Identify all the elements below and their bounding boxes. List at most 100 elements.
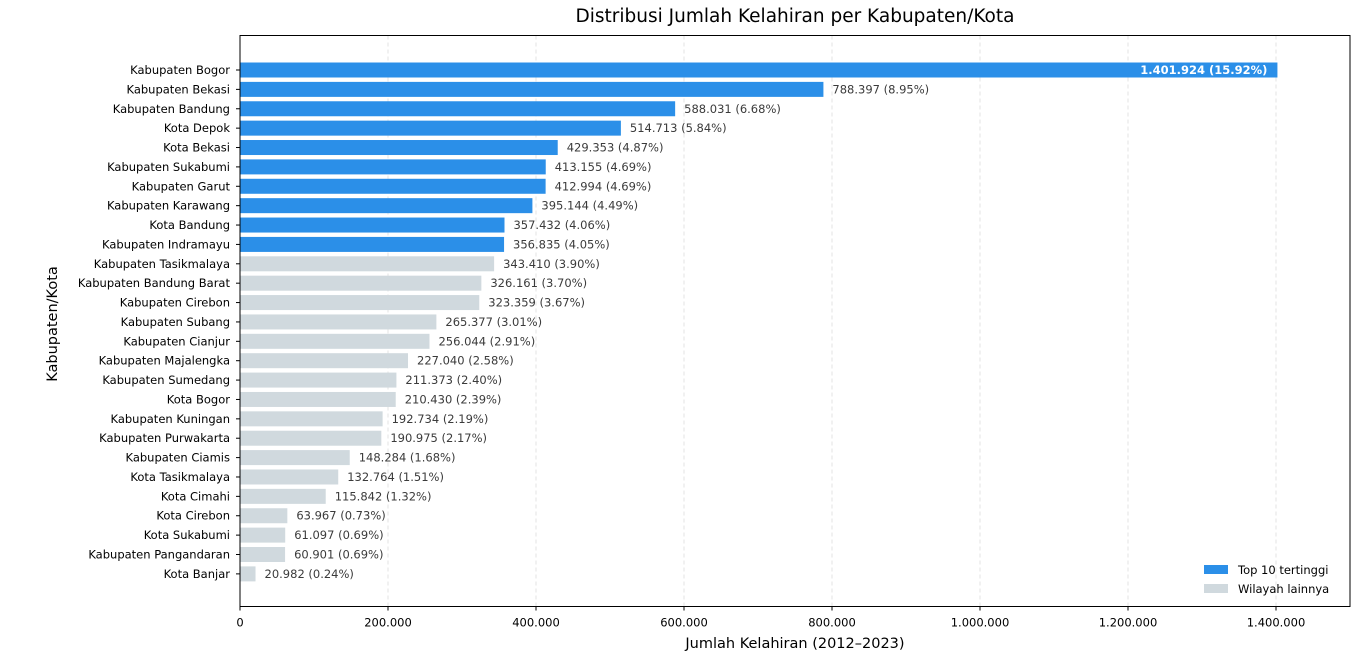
x-tick-label: 1.000.000 [951, 616, 1010, 630]
bar [240, 256, 495, 272]
y-category-label: Kabupaten Bandung Barat [78, 276, 231, 290]
bar [240, 275, 482, 291]
bar [240, 333, 430, 349]
legend-label: Wilayah lainnya [1238, 582, 1329, 596]
legend: Top 10 tertinggi Wilayah lainnya [1204, 563, 1329, 596]
y-category-label: Kabupaten Cirebon [120, 296, 230, 310]
x-tick-label: 1.200.000 [1099, 616, 1158, 630]
data-label: 343.410 (3.90%) [503, 257, 600, 271]
bar [240, 391, 396, 407]
legend-swatch [1204, 584, 1228, 593]
y-category-label: Kota Bekasi [163, 141, 230, 155]
bar [240, 353, 409, 369]
bar [240, 217, 505, 233]
data-label: 132.764 (1.51%) [347, 470, 444, 484]
data-label: 588.031 (6.68%) [684, 102, 781, 116]
bar [240, 159, 546, 175]
x-tick-labels: 0 200.000 400.000 600.000 800.000 1.000.000 1.… [236, 606, 1306, 630]
chart-title: Distribusi Jumlah Kelahiran per Kabupate… [576, 6, 1015, 27]
bar [240, 450, 350, 466]
legend-label: Top 10 tertinggi [1237, 563, 1328, 577]
y-category-label: Kabupaten Tasikmalaya [94, 257, 230, 271]
bar [240, 178, 546, 194]
data-label: 190.975 (2.17%) [390, 431, 487, 445]
x-tick-label: 600.000 [660, 616, 708, 630]
bar [240, 81, 824, 97]
y-category-label: Kabupaten Subang [121, 315, 230, 329]
bar [240, 62, 1278, 78]
x-axis-label: Jumlah Kelahiran (2012–2023) [684, 636, 904, 652]
y-category-label: Kabupaten Pangandaran [88, 548, 230, 562]
data-label: 265.377 (3.01%) [445, 315, 542, 329]
y-category-label: Kota Tasikmalaya [130, 470, 230, 484]
x-tick-label: 200.000 [364, 616, 412, 630]
legend-swatch [1204, 565, 1228, 574]
data-label: 61.097 (0.69%) [294, 528, 383, 542]
bar [240, 140, 558, 156]
bar [240, 527, 286, 543]
data-label: 412.994 (4.69%) [555, 179, 652, 193]
data-label: 210.430 (2.39%) [405, 392, 502, 406]
bar [240, 547, 286, 562]
data-label: 256.044 (2.91%) [438, 334, 535, 348]
bar [240, 508, 288, 524]
y-category-label: Kota Cirebon [156, 509, 230, 523]
bar [240, 566, 256, 582]
y-category-label: Kota Sukabumi [144, 528, 230, 542]
bar [240, 430, 382, 446]
data-label: 60.901 (0.69%) [294, 548, 383, 562]
y-category-label: Kabupaten Ciamis [125, 451, 230, 465]
x-tick-label: 1.400.000 [1247, 616, 1306, 630]
data-label: 211.373 (2.40%) [405, 373, 502, 387]
x-tick-label: 400.000 [512, 616, 560, 630]
y-category-label: Kabupaten Bogor [130, 63, 230, 77]
data-label: 514.713 (5.84%) [630, 121, 727, 135]
data-label: 788.397 (8.95%) [832, 82, 929, 96]
y-category-label: Kabupaten Karawang [107, 199, 230, 213]
y-category-label: Kabupaten Purwakarta [99, 431, 230, 445]
y-category-label: Kota Depok [164, 121, 230, 135]
data-label: 227.040 (2.58%) [417, 354, 514, 368]
y-category-label: Kabupaten Cianjur [123, 334, 230, 348]
data-label: 148.284 (1.68%) [359, 451, 456, 465]
data-label: 20.982 (0.24%) [265, 567, 354, 581]
y-category-label: Kabupaten Indramayu [102, 237, 230, 251]
y-category-label: Kota Banjar [164, 567, 231, 581]
y-axis-label: Kabupaten/Kota [45, 266, 61, 382]
x-tick-label: 0 [236, 616, 243, 630]
bar [240, 372, 397, 388]
y-category-labels: Kabupaten Bogor Kabupaten Bekasi Kabupaten… [78, 63, 240, 581]
y-category-label: Kota Bandung [149, 218, 230, 232]
x-tick-label: 800.000 [808, 616, 856, 630]
data-label: 323.359 (3.67%) [488, 296, 585, 310]
y-category-label: Kota Bogor [167, 392, 230, 406]
bar [240, 295, 480, 311]
data-label: 357.432 (4.06%) [513, 218, 610, 232]
bar [240, 198, 533, 214]
y-category-label: Kabupaten Sukabumi [107, 160, 230, 174]
data-label: 326.161 (3.70%) [490, 276, 587, 290]
bar [240, 469, 339, 485]
y-category-label: Kabupaten Sumedang [102, 373, 230, 387]
data-label: 413.155 (4.69%) [555, 160, 652, 174]
data-label: 395.144 (4.49%) [541, 199, 638, 213]
data-label: 429.353 (4.87%) [567, 141, 664, 155]
bar [240, 488, 326, 504]
y-category-label: Kabupaten Bandung [113, 102, 230, 116]
y-category-label: Kota Cimahi [161, 489, 230, 503]
y-category-label: Kabupaten Kuningan [110, 412, 230, 426]
data-label: 63.967 (0.73%) [296, 509, 385, 523]
data-label: 192.734 (2.19%) [392, 412, 489, 426]
plot-frame [239, 35, 1351, 607]
bar [240, 411, 383, 427]
data-label: 115.842 (1.32%) [335, 489, 432, 503]
data-label: 356.835 (4.05%) [513, 237, 610, 251]
y-category-label: Kabupaten Garut [132, 179, 231, 193]
bar [240, 314, 437, 330]
bar [240, 236, 505, 252]
y-category-label: Kabupaten Majalengka [99, 354, 230, 368]
bars [240, 62, 1278, 582]
y-category-label: Kabupaten Bekasi [126, 82, 230, 96]
